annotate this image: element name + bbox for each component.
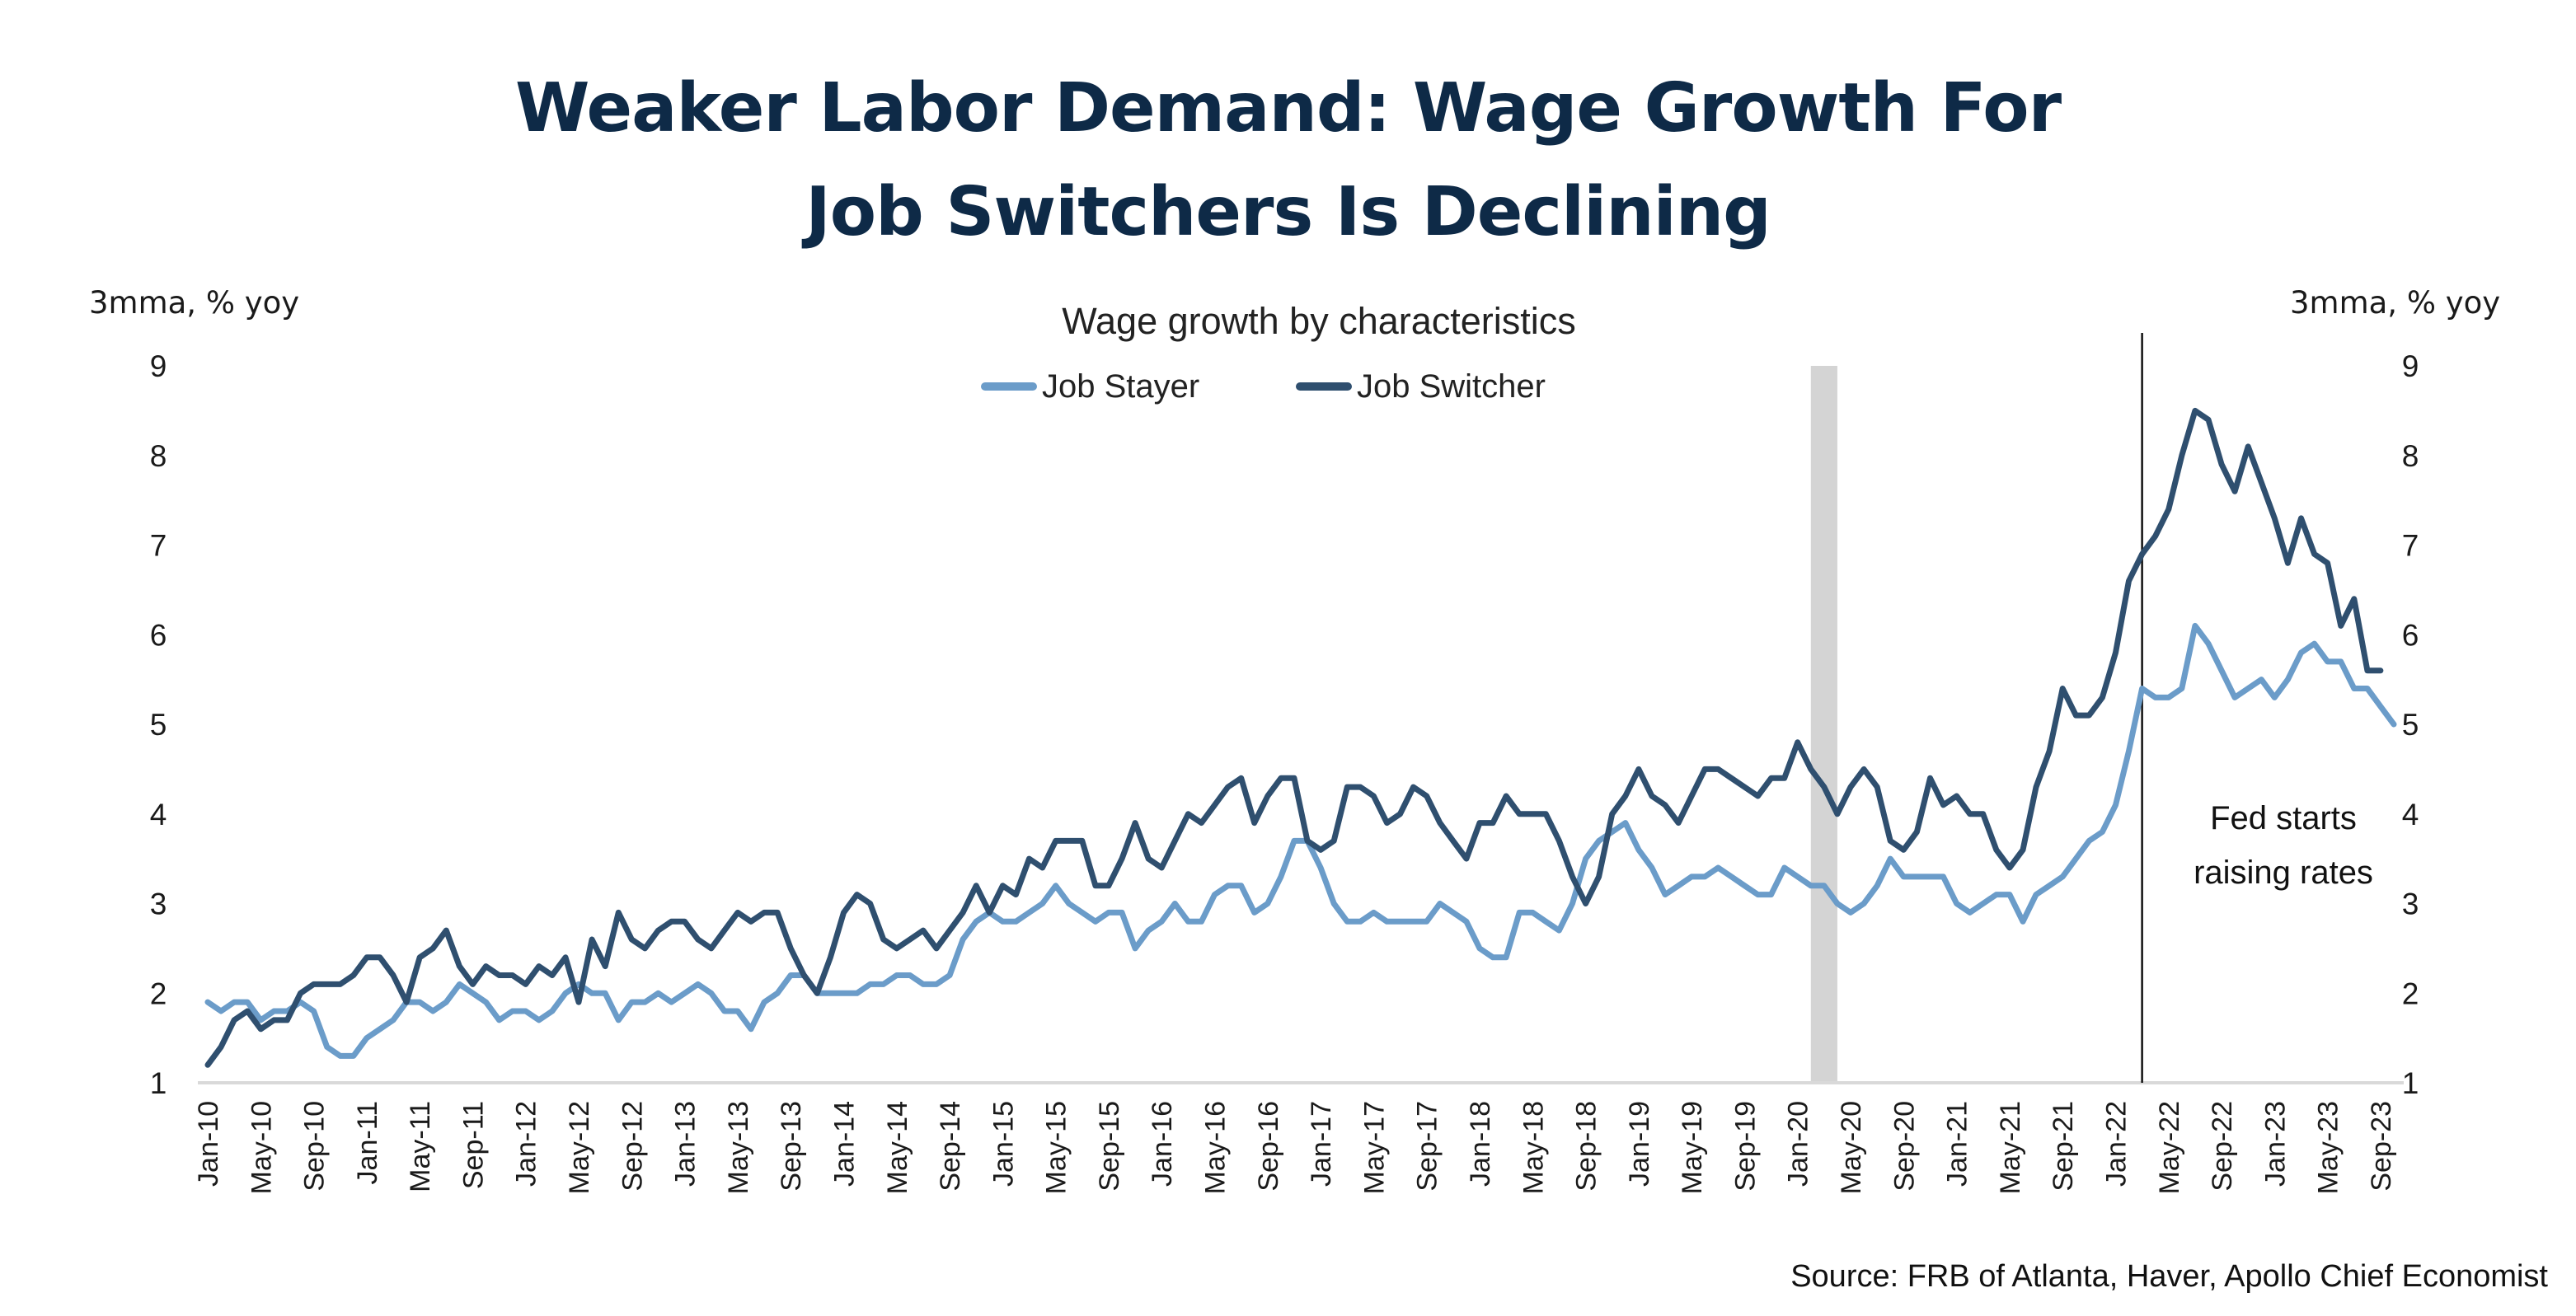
x-tick-label: Sep-16 — [1253, 1101, 1284, 1192]
x-tick-label: May-23 — [2313, 1101, 2344, 1194]
x-tick-label: May-22 — [2154, 1101, 2185, 1194]
recession-shading-layer — [1810, 366, 1837, 1083]
x-tick-label: Sep-10 — [299, 1101, 331, 1192]
chart-title-line-2: Job Switchers Is Declining — [805, 173, 1771, 251]
x-tick-label: Jan-17 — [1306, 1101, 1337, 1187]
x-tick-label: Sep-13 — [776, 1101, 807, 1192]
chart-title-line-1: Weaker Labor Demand: Wage Growth For — [514, 69, 2062, 148]
legend-label-job-switcher: Job Switcher — [1357, 368, 1546, 405]
y-tick-label-left: 4 — [150, 798, 167, 831]
x-tick-label: May-17 — [1358, 1101, 1390, 1194]
y-tick-label-left: 3 — [150, 887, 167, 921]
x-tick-label: Jan-12 — [511, 1101, 542, 1187]
right-axis-unit-label: 3mma, % yoy — [2290, 285, 2501, 321]
x-tick-label: Jan-19 — [1624, 1101, 1655, 1187]
legend-swatch-job-switcher — [1296, 382, 1352, 391]
legend-swatch-job-stayer — [981, 382, 1037, 391]
x-tick-label: Jan-23 — [2259, 1101, 2291, 1187]
legend-item-job-switcher: Job Switcher — [1296, 366, 1546, 407]
x-tick-label: Jan-14 — [828, 1101, 860, 1187]
y-tick-label-left: 5 — [150, 708, 167, 742]
x-tick-label: May-13 — [723, 1101, 754, 1194]
x-tick-label: May-10 — [246, 1101, 277, 1194]
x-tick-label: Jan-11 — [352, 1101, 383, 1184]
series-line-job-switcher — [204, 407, 2384, 1068]
x-tick-label: May-19 — [1677, 1101, 1708, 1194]
y-tick-label-left: 8 — [150, 439, 167, 473]
chart-subtitle: Wage growth by characteristics — [1062, 300, 1576, 342]
legend-item-job-stayer: Job Stayer — [981, 366, 1199, 407]
x-tick-label: Sep-22 — [2207, 1101, 2238, 1192]
y-tick-label-right: 7 — [2402, 529, 2419, 563]
x-tick-label: Sep-20 — [1889, 1101, 1920, 1192]
x-tick-label: Sep-14 — [935, 1101, 966, 1192]
y-tick-label-right: 8 — [2402, 439, 2419, 473]
legend-label-job-stayer: Job Stayer — [1042, 368, 1200, 405]
x-tick-label: Jan-13 — [670, 1101, 701, 1187]
y-tick-label-right: 4 — [2402, 798, 2419, 831]
x-tick-label: Jan-10 — [193, 1101, 224, 1187]
y-tick-label-right: 6 — [2402, 618, 2419, 652]
y-tick-label-left: 2 — [150, 976, 167, 1010]
x-tick-label: Sep-19 — [1729, 1101, 1761, 1192]
axes-layer: 1 1 2 2 3 3 4 4 5 5 6 6 7 7 8 8 9 9 Jan-10 May-10 Sep-10 Jan-… — [150, 333, 2419, 1194]
x-tick-label: Sep-21 — [2048, 1101, 2079, 1192]
x-tick-label: Sep-17 — [1412, 1101, 1443, 1192]
fed-annotation-line-1: Fed starts — [2210, 800, 2357, 836]
x-tick-label: Jan-20 — [1783, 1101, 1814, 1187]
y-tick-label-left: 1 — [150, 1066, 167, 1100]
y-tick-label-left: 6 — [150, 618, 167, 652]
recession-shading — [1810, 366, 1837, 1083]
x-tick-label: Jan-18 — [1465, 1101, 1496, 1187]
left-axis-unit-label: 3mma, % yoy — [89, 285, 300, 321]
x-tick-label: Jan-15 — [988, 1101, 1019, 1187]
x-tick-label: Sep-18 — [1571, 1101, 1602, 1192]
x-tick-label: Jan-16 — [1147, 1101, 1178, 1187]
y-tick-label-left: 7 — [150, 529, 167, 563]
y-tick-label-right: 2 — [2402, 976, 2419, 1010]
fed-annotation-line-2: raising rates — [2194, 855, 2373, 891]
fed-annotation: Fed starts raising rates — [2168, 791, 2399, 900]
x-tick-label: May-14 — [882, 1101, 913, 1194]
y-tick-label-right: 5 — [2402, 708, 2419, 742]
x-tick-label: Jan-22 — [2100, 1101, 2132, 1187]
x-tick-label: Sep-12 — [617, 1101, 648, 1192]
x-tick-label: Sep-11 — [457, 1101, 489, 1189]
x-tick-label: May-12 — [564, 1101, 595, 1194]
y-tick-label-right: 1 — [2402, 1066, 2419, 1100]
x-tick-label: May-18 — [1518, 1101, 1549, 1194]
x-tick-label: Sep-15 — [1094, 1101, 1125, 1192]
source-note: Source: FRB of Atlanta, Haver, Apollo Ch… — [1790, 1259, 2548, 1294]
x-tick-label: May-11 — [405, 1101, 436, 1192]
y-tick-label-right: 9 — [2402, 349, 2419, 383]
y-tick-label-left: 9 — [150, 349, 167, 383]
x-tick-label: Jan-21 — [1942, 1101, 1973, 1187]
y-tick-label-right: 3 — [2402, 887, 2419, 921]
x-tick-label: May-20 — [1836, 1101, 1867, 1194]
series-lines-layer — [204, 407, 2397, 1068]
x-tick-label: May-15 — [1041, 1101, 1072, 1194]
x-tick-label: Sep-23 — [2366, 1101, 2397, 1192]
x-tick-label: May-16 — [1200, 1101, 1232, 1194]
x-tick-label: May-21 — [1995, 1101, 2026, 1194]
